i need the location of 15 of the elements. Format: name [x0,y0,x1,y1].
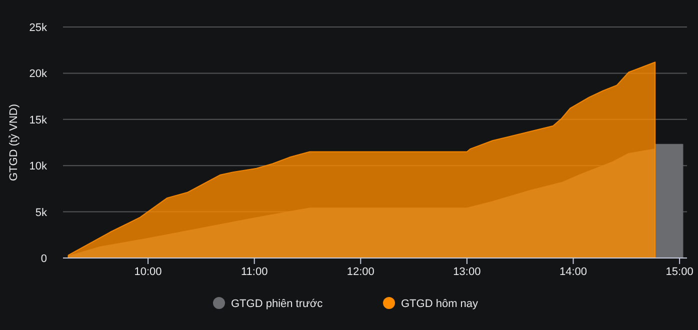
x-tick-label: 10:00 [134,266,162,278]
x-tick-label: 14:00 [559,266,588,278]
legend-label: GTGD phiên trước [231,298,324,310]
x-tick-label: 11:00 [240,266,268,278]
y-tick-label: 15k [29,114,48,126]
x-tick-label: 12:00 [346,266,374,278]
y-tick-label: 5k [35,206,48,219]
y-tick-label: 25k [29,22,48,34]
y-axis-title: GTGD (tỷ VND) [8,104,20,181]
x-tick-label: 15:00 [666,266,694,278]
y-tick-label: 0 [40,253,47,265]
x-tick-label: 13:00 [453,266,481,278]
y-tick-label: 10k [29,160,48,173]
y-tick-label: 20k [29,68,48,80]
legend-label: GTGD hôm nay [401,298,479,310]
